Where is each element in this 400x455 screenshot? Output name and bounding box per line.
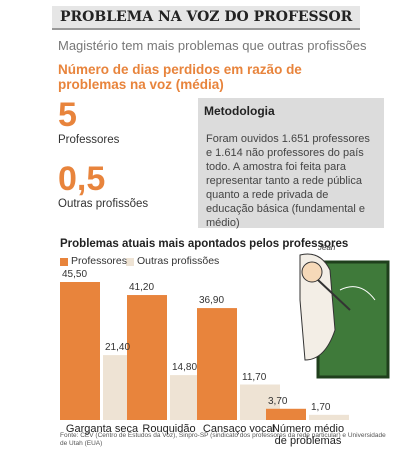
stat-number: 0,5 (58, 160, 106, 198)
chart-title: Problemas atuais mais apontados pelos pr… (60, 238, 349, 250)
bar (197, 308, 237, 420)
bar (60, 282, 100, 420)
methodology-text: Foram ouvidos 1.651 professores e 1.614 … (206, 133, 370, 229)
value-label: 36,90 (199, 295, 225, 307)
bar (309, 414, 349, 420)
days-heading: Número de dias perdidos em razão de prob… (58, 62, 302, 92)
bar (266, 408, 306, 420)
signature: Jean (317, 243, 336, 252)
legend-label: Outras profissões (137, 255, 220, 267)
value-label: 21,40 (105, 342, 131, 354)
legend-swatch (126, 258, 134, 266)
x-tick-label: Rouquidão (142, 423, 196, 435)
illustration (299, 253, 390, 379)
x-tick-label: Número médio de problemas (271, 423, 345, 447)
stat-label: Outras profissões (58, 198, 149, 210)
source: Fonte: CEV (Centro de Estudos da Voz), S… (60, 432, 386, 447)
title: PROBLEMA NA VOZ DO PROFESSOR (52, 6, 360, 30)
value-label: 3,70 (268, 395, 288, 407)
stat-number: 5 (58, 96, 77, 134)
legend-swatch (60, 258, 68, 266)
stat-label: Professores (58, 134, 120, 146)
x-tick-label: Cansaço vocal (202, 423, 276, 435)
methodology-title: Metodologia (204, 104, 275, 118)
value-label: 11,70 (242, 371, 267, 383)
value-label: 41,20 (129, 282, 155, 294)
value-label: 1,70 (311, 401, 331, 413)
legend-label: Professores (71, 255, 128, 267)
subtitle: Magistério tem mais problemas que outras… (58, 38, 367, 53)
value-label: 14,80 (172, 362, 198, 374)
methodology-box: Metodologia Foram ouvidos 1.651 professo… (198, 98, 384, 229)
x-tick-label: Garganta seca (65, 423, 139, 435)
bar (127, 295, 167, 420)
value-label: 45,50 (62, 269, 88, 280)
